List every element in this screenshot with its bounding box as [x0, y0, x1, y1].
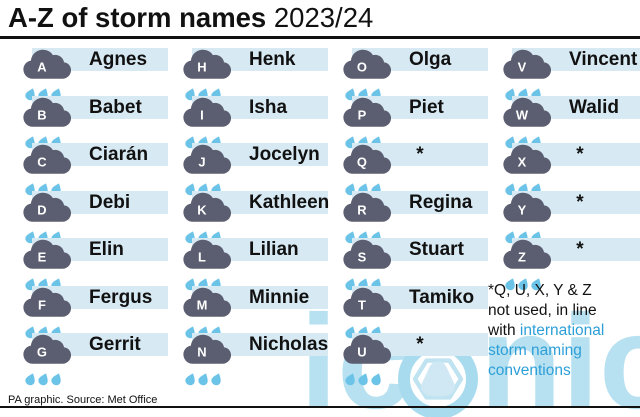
svg-text:B: B [37, 107, 46, 122]
svg-text:T: T [358, 297, 366, 312]
svg-text:K: K [197, 202, 207, 217]
svg-text:J: J [198, 155, 205, 170]
svg-text:L: L [198, 250, 206, 265]
svg-text:G: G [37, 345, 47, 360]
svg-text:S: S [358, 250, 367, 265]
svg-text:F: F [38, 297, 46, 312]
svg-text:V: V [518, 60, 527, 75]
svg-text:D: D [37, 202, 46, 217]
svg-text:O: O [357, 60, 367, 75]
svg-text:R: R [357, 202, 367, 217]
svg-text:P: P [358, 107, 367, 122]
svg-text:A: A [37, 60, 46, 75]
svg-text:C: C [37, 155, 46, 170]
svg-text:N: N [197, 345, 206, 360]
svg-text:I: I [200, 107, 204, 122]
svg-text:W: W [516, 107, 529, 122]
svg-text:E: E [38, 250, 47, 265]
svg-text:H: H [197, 60, 206, 75]
svg-text:M: M [197, 297, 208, 312]
